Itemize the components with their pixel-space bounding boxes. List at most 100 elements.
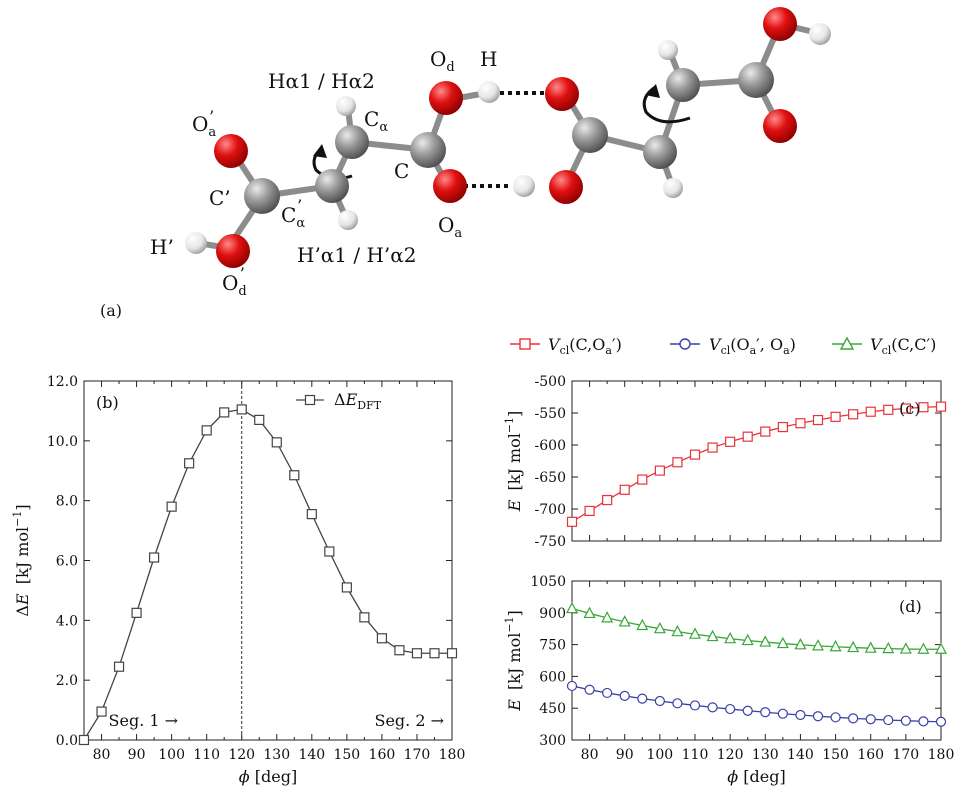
series-line	[571, 685, 942, 723]
data-point	[341, 582, 352, 593]
y-tick-label: -700	[535, 502, 566, 518]
atom-c-carboxyl-dimer	[738, 62, 774, 98]
x-tick-label: 180	[439, 747, 466, 763]
x-tick-label: 110	[682, 747, 709, 763]
y-tick-label: 8.0	[56, 494, 78, 510]
legend-marker	[304, 394, 316, 406]
y-axis-label-e: E	[505, 499, 524, 512]
data-point	[883, 714, 894, 726]
data-point	[900, 715, 911, 726]
legend-label: ΔEDFT	[334, 390, 382, 412]
data-point	[812, 639, 824, 651]
data-point	[848, 409, 859, 420]
label-oa-prime: Oa’	[192, 107, 216, 140]
legend-item-vcl-c-oa: Vcl(C,Oa′)	[510, 335, 622, 357]
x-tick-label: 110	[193, 747, 220, 763]
data-point	[689, 627, 701, 639]
data-point	[830, 411, 841, 422]
y-axis-label-close: ]	[505, 411, 524, 417]
data-point	[429, 648, 440, 659]
data-point	[583, 606, 596, 619]
x-tick-label: 130	[752, 747, 779, 763]
data-point	[899, 642, 912, 654]
data-point	[201, 425, 212, 436]
legend-label-vcl-oa-oa: Vcl(Oa′, Oa)	[709, 335, 796, 357]
y-tick-label: 4.0	[56, 613, 78, 629]
legend-label-vcl-c-oa: Vcl(C,Oa′)	[548, 335, 622, 357]
data-point	[689, 700, 701, 711]
data-point	[394, 645, 405, 656]
atom-o-d	[429, 81, 463, 115]
data-point	[411, 648, 423, 659]
atom-o-dimer-4	[763, 109, 797, 143]
data-point	[760, 426, 771, 437]
series-2	[566, 680, 947, 727]
data-point	[306, 509, 317, 520]
data-point	[566, 516, 578, 527]
series-1	[566, 601, 947, 654]
data-point	[619, 484, 630, 495]
legend-label-e: E	[345, 390, 358, 409]
y-axis-label: ΔE [kJ mol−1]	[11, 504, 32, 616]
atom-h-dimer-1	[663, 178, 683, 198]
series-1	[566, 401, 947, 527]
atom-o-dimer-3	[763, 7, 797, 41]
data-point	[935, 642, 947, 654]
annotation-seg-1: Seg. 1 →	[109, 711, 179, 730]
data-point	[148, 552, 160, 563]
atom-c-dimer	[572, 117, 608, 153]
series-legend: Vcl(C,Oa′) Vcl(Oa′, Oa) Vcl(C,C′)	[510, 335, 936, 357]
y-tick-label: -650	[535, 470, 566, 486]
atom-h-prime	[185, 232, 207, 254]
x-tick-label: 100	[646, 747, 673, 763]
x-tick-label: 90	[128, 747, 146, 763]
x-axis-label-symbol: ϕ	[727, 767, 738, 786]
plot-frame	[571, 580, 942, 741]
chart-panel-b: 80 90 100 110 120 130 140 150 160 170 180 0.0 2.0 4.0…	[11, 374, 465, 786]
data-point	[184, 458, 195, 469]
data-point	[794, 638, 807, 650]
data-point	[900, 403, 911, 414]
data-point	[865, 406, 876, 417]
label-od: Od	[430, 47, 455, 75]
label-ca: Cα	[364, 107, 388, 135]
data-point	[618, 615, 631, 627]
data-point	[653, 621, 666, 634]
y-tick-label: 750	[539, 638, 566, 654]
plot-frame	[571, 380, 942, 542]
data-point	[254, 414, 265, 425]
data-point	[830, 712, 841, 723]
atom-c-alpha-prime	[315, 169, 349, 203]
data-point	[601, 611, 614, 623]
rotation-arrow-right	[642, 84, 691, 124]
y-axis-label: E [kJ mol−1]	[503, 411, 524, 513]
y-axis-label-exp: −1	[11, 511, 24, 527]
x-axis-label-symbol: ϕ	[239, 767, 250, 786]
atom-o-d-prime	[216, 234, 250, 268]
x-axis-label-unit: [deg]	[250, 767, 298, 786]
data-point	[917, 642, 930, 654]
hydrogen-bonds	[464, 91, 545, 188]
y-tick-label: 1050	[530, 574, 566, 590]
data-point	[760, 707, 771, 718]
series-line	[571, 607, 941, 650]
y-axis-label-exp: −1	[503, 417, 516, 433]
data-point	[725, 703, 736, 715]
y-axis-label-delta: Δ	[13, 605, 32, 617]
data-point	[602, 687, 613, 699]
data-point	[725, 436, 736, 447]
data-point	[637, 693, 648, 704]
data-point	[759, 635, 772, 647]
y-axis-label-unit: [kJ mol	[505, 433, 524, 495]
data-point	[619, 690, 630, 702]
data-point	[166, 501, 177, 512]
x-tick-label: 150	[333, 747, 360, 763]
atom-h-top	[478, 81, 500, 103]
chart-panel-c: -500 -550 -600 -650 -700 -750 (c) E [kJ mol−1]	[503, 374, 947, 550]
chart-panel-d: 80 90 100 110 120 130 140 150 160 170 180 1050 900 75…	[503, 574, 954, 786]
y-axis-label-exp: −1	[503, 616, 516, 632]
data-point	[584, 684, 595, 695]
y-tick-label: 2.0	[56, 673, 78, 689]
data-point	[131, 607, 142, 618]
atom-o-dimer-1	[545, 77, 579, 111]
